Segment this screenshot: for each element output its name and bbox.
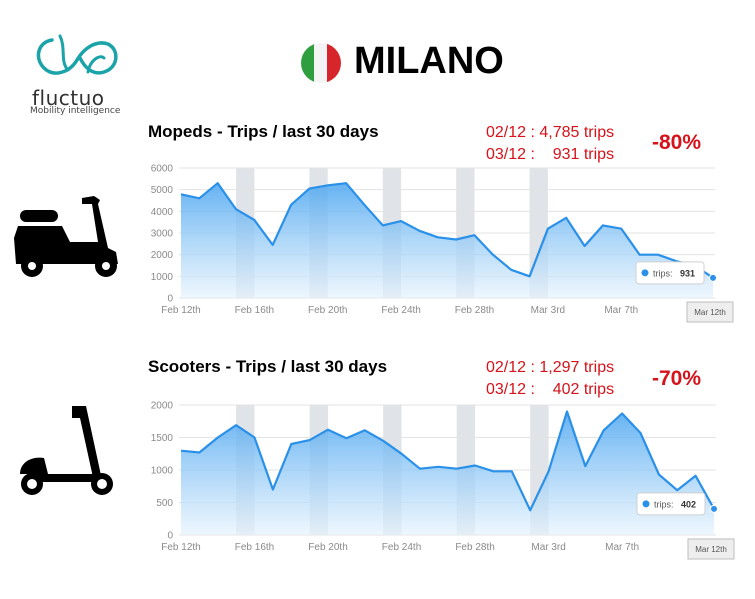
series-area — [181, 183, 713, 298]
mopeds-stat-current: 03/12 : 931 trips — [486, 146, 615, 163]
x-tick-label: Feb 16th — [235, 542, 274, 553]
hover-x-label-box — [686, 301, 734, 323]
scooters-stat-previous: 02/12 : 1,297 trips — [486, 359, 615, 376]
logo-name: fluctuo — [32, 86, 105, 110]
y-tick-label: 2000 — [151, 401, 174, 412]
mopeds-chart: 0 1000 2000 3000 4000 5000 6000 Feb 12th Feb 16t… — [151, 164, 734, 323]
y-tick-label: 1000 — [151, 466, 174, 477]
scooters-stat-current: 03/12 : 402 trips — [486, 381, 615, 398]
hover-x-label-box — [687, 538, 735, 560]
y-tick-label: 500 — [156, 498, 173, 509]
y-tick-label: 6000 — [151, 164, 174, 175]
mopeds-stat-previous: 02/12 : 4,785 trips — [486, 124, 615, 141]
x-tick-label: Feb 16th — [235, 305, 274, 316]
hover-x-label: Mar 12th — [694, 308, 726, 317]
moped-icon — [14, 196, 118, 277]
x-tick-label: Feb 28th — [455, 305, 494, 316]
series-area — [181, 411, 714, 535]
x-tick-label: Mar 7th — [605, 542, 639, 553]
tooltip-value: 931 — [680, 268, 695, 278]
x-tick-label: Feb 28th — [455, 542, 494, 553]
y-tick-label: 5000 — [151, 185, 174, 196]
scooter-icon — [20, 406, 113, 495]
data-point-last — [709, 273, 717, 282]
tooltip — [635, 261, 705, 285]
y-tick-label: 0 — [167, 294, 173, 305]
y-tick-label: 3000 — [151, 229, 174, 240]
italy-flag-icon — [301, 43, 341, 83]
tooltip-label: trips: — [653, 268, 673, 278]
x-tick-label: Feb 12th — [161, 542, 200, 553]
y-tick-label: 1500 — [151, 433, 174, 444]
mopeds-change: -80% — [652, 131, 702, 154]
series-line — [180, 410, 715, 512]
logo-tagline: Mobility intelligence — [30, 106, 121, 116]
city-title: MILANO — [354, 40, 504, 82]
x-tick-label: Feb 20th — [308, 305, 347, 316]
hover-x-label: Mar 12th — [695, 545, 727, 554]
scooters-change: -70% — [652, 367, 702, 390]
tooltip — [636, 492, 706, 516]
data-point-last — [710, 504, 718, 513]
x-tick-label: Feb 24th — [381, 305, 420, 316]
tooltip-dot — [642, 500, 650, 508]
y-tick-label: 4000 — [151, 207, 174, 218]
x-tick-label: Feb 20th — [308, 542, 347, 553]
x-tick-label: Mar 3rd — [531, 305, 565, 316]
y-tick-label: 2000 — [151, 250, 174, 261]
x-tick-label: Feb 12th — [161, 305, 200, 316]
x-tick-label: Feb 24th — [382, 542, 421, 553]
tooltip-dot — [641, 269, 649, 277]
y-tick-label: 1000 — [151, 272, 174, 283]
tooltip-value: 402 — [681, 499, 696, 509]
tooltip-label: trips: — [654, 499, 674, 509]
mopeds-title: Mopeds - Trips / last 30 days — [148, 122, 379, 141]
scooters-chart: 0 500 1000 1500 2000 Feb 12th Feb 16th Feb 20th… — [151, 401, 735, 560]
scooters-title: Scooters - Trips / last 30 days — [148, 357, 388, 376]
series-line — [180, 182, 714, 279]
fluctuo-logo-icon — [36, 34, 118, 75]
y-tick-label: 0 — [167, 531, 173, 542]
x-tick-label: Mar 7th — [604, 305, 638, 316]
x-tick-label: Mar 3rd — [531, 542, 565, 553]
